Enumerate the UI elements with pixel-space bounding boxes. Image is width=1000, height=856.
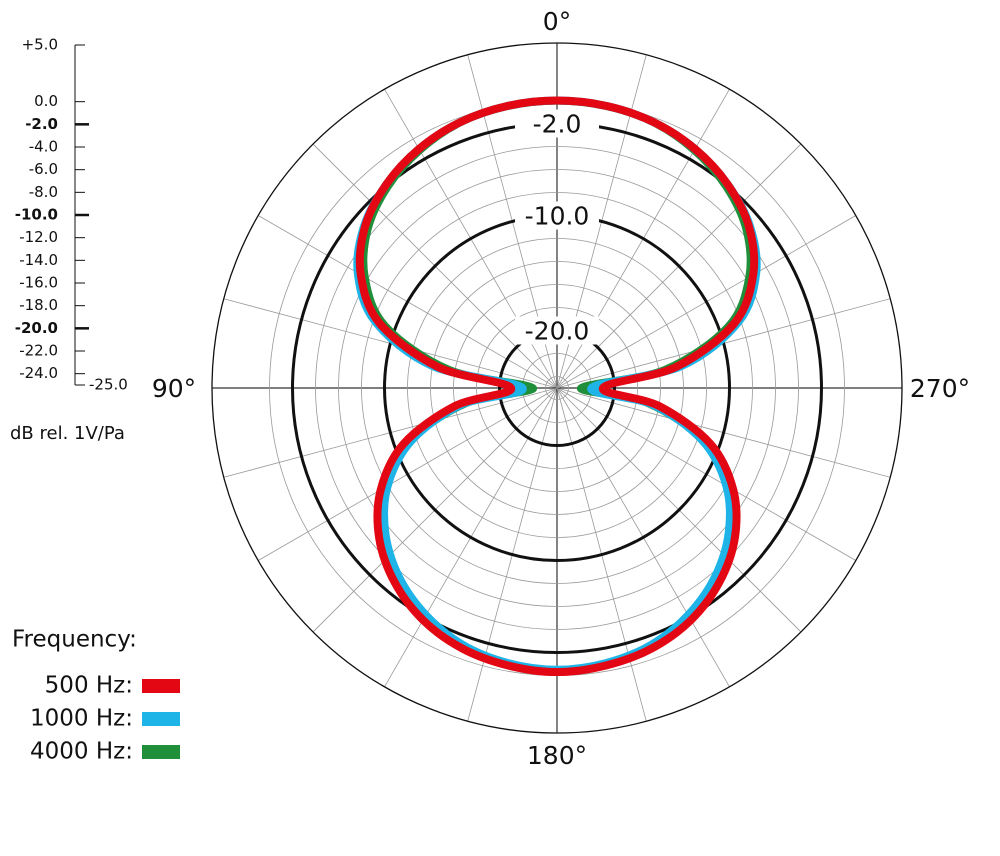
r-tick-label: 0.0	[34, 92, 58, 110]
ring	[361, 192, 753, 584]
ring-label: -2.0	[533, 110, 582, 139]
ring	[430, 261, 684, 515]
legend-swatch	[142, 679, 180, 693]
legend-swatch	[142, 745, 180, 759]
r-tick-label: -8.0	[29, 183, 58, 201]
angle-label: 0°	[543, 7, 571, 36]
r-tick-label: -16.0	[19, 274, 58, 292]
legend-label: 4000 Hz:	[30, 739, 133, 765]
ring	[453, 284, 661, 492]
series-line	[355, 96, 759, 677]
r-tick-label: +5.0	[22, 36, 58, 54]
ring-label-bg	[515, 316, 599, 345]
ring-label: -10.0	[525, 202, 590, 231]
ring	[545, 376, 569, 400]
ring-label: -20.0	[525, 317, 590, 346]
r-tick-label: -18.0	[19, 296, 58, 314]
r-tick-label: -12.0	[19, 228, 58, 246]
angle-label: 180°	[527, 741, 587, 770]
r-tick-label: -22.0	[19, 342, 58, 360]
r-tick-label: -10.0	[15, 206, 58, 224]
ring	[211, 42, 903, 734]
r-tick-label: -24.0	[19, 364, 58, 382]
ring-label-bg	[515, 109, 599, 138]
ring	[338, 169, 776, 607]
angle-label: 90°	[152, 374, 196, 403]
angle-label: 270°	[910, 374, 970, 403]
r-axis-label: dB rel. 1V/Pa	[10, 423, 125, 444]
legend-label: 1000 Hz:	[30, 706, 133, 732]
legend-title: Frequency:	[12, 627, 137, 653]
r-tick-label: -14.0	[19, 251, 58, 269]
ring	[476, 307, 638, 469]
r-tick-label: -20.0	[15, 319, 58, 337]
ring	[407, 238, 707, 538]
r-tick-label: -25.0	[89, 376, 128, 394]
r-tick-label: -4.0	[29, 138, 58, 156]
legend-label: 500 Hz:	[45, 673, 133, 699]
r-tick-label: -6.0	[29, 160, 58, 178]
ring	[315, 146, 799, 630]
r-tick-label: -2.0	[25, 115, 58, 133]
legend-swatch	[142, 712, 180, 726]
ring-label-bg	[515, 201, 599, 230]
